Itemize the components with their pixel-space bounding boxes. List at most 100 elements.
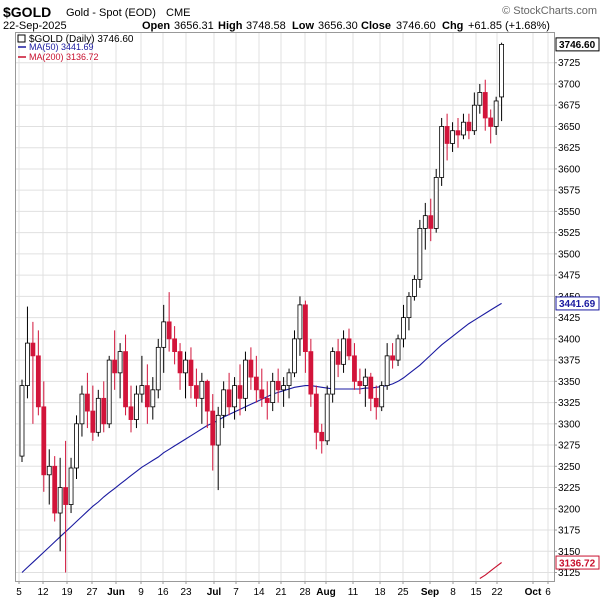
candle-body — [68, 467, 74, 505]
candle-down — [319, 423, 325, 454]
x-tick-label: 18 — [374, 587, 386, 598]
y-tick-label: 3675 — [558, 101, 581, 112]
candle-up — [95, 389, 101, 437]
candle-body — [177, 351, 183, 374]
candle-body — [204, 380, 210, 412]
x-tick-label: 22 — [491, 587, 503, 598]
candle-body — [199, 380, 205, 399]
candle-down — [259, 368, 265, 407]
candle-down — [346, 328, 352, 361]
x-tick-label: 5 — [16, 587, 22, 598]
candle-up — [139, 355, 145, 403]
high-value: 3748.58 — [246, 20, 286, 32]
x-tick-label: 9 — [138, 587, 144, 598]
candle-up — [439, 117, 445, 186]
legend: $GOLD (Daily) 3746.60 MA(50) 3441.69 MA(… — [17, 34, 134, 62]
candle-up — [477, 83, 483, 114]
candle-up — [270, 372, 276, 412]
x-tick-label: Aug — [316, 587, 335, 598]
candle-body — [101, 397, 107, 425]
candle-down — [313, 385, 319, 450]
candle-body — [150, 389, 156, 408]
y-tick-label: 3400 — [558, 334, 581, 345]
last-price-badge: 3746.60 — [555, 37, 600, 52]
candle-body — [308, 351, 314, 395]
y-tick-label: 3300 — [558, 419, 581, 430]
candle-body — [379, 385, 385, 408]
candle-body — [193, 385, 199, 399]
low-value: 3656.30 — [318, 20, 358, 32]
candlesticks — [19, 42, 505, 573]
candle-down — [101, 381, 107, 433]
ma200-badge-box — [555, 555, 600, 570]
candle-down — [352, 343, 357, 390]
candle-up — [292, 330, 297, 378]
exchange-label: CME — [166, 7, 190, 19]
candle-up — [330, 347, 336, 403]
candle-body — [172, 338, 178, 353]
candle-up — [79, 385, 85, 437]
y-tick-label: 3625 — [558, 143, 581, 154]
x-tick-label: 14 — [253, 587, 265, 598]
candle-body — [128, 406, 134, 420]
candle-body — [139, 385, 145, 395]
candle-down — [390, 343, 396, 369]
candle-body — [401, 317, 406, 340]
candle-down — [123, 334, 128, 416]
x-tick-label: 15 — [470, 587, 482, 598]
candle-body — [253, 376, 259, 391]
x-tick-label: 19 — [61, 587, 73, 598]
candle-body — [106, 359, 112, 425]
candle-body — [313, 393, 319, 433]
candle-body — [270, 380, 276, 403]
change-value: +61.85 (+1.68%) — [468, 20, 550, 32]
candle-up — [19, 379, 25, 463]
candle-body — [422, 215, 428, 229]
candle-up — [395, 334, 401, 367]
x-tick-label: 6 — [545, 587, 551, 598]
close-label: Close — [361, 20, 391, 32]
price-badges: 3746.60 3441.69 3136.72 — [555, 37, 600, 570]
x-tick-label: 16 — [157, 587, 169, 598]
candle-body — [411, 278, 417, 297]
y-tick-label: 3225 — [558, 483, 581, 494]
candle-down — [193, 368, 199, 407]
y-tick-label: 3650 — [558, 122, 581, 133]
candle-body — [471, 104, 477, 132]
candle-body — [144, 385, 150, 408]
candle-down — [357, 368, 363, 395]
last-price-badge-text: 3746.60 — [559, 40, 596, 51]
candle-down — [204, 379, 210, 429]
candle-up — [493, 96, 499, 135]
candle-body — [368, 376, 374, 399]
candle-body — [373, 397, 379, 408]
candle-body — [134, 393, 139, 420]
x-tick-label: 28 — [299, 587, 311, 598]
candle-down — [90, 385, 96, 441]
candle-up — [46, 449, 52, 505]
candle-body — [477, 92, 483, 106]
y-tick-label: 3275 — [558, 441, 581, 452]
y-tick-label: 3500 — [558, 249, 581, 260]
x-tick-label: Jun — [107, 587, 125, 598]
x-tick-label: Jul — [207, 587, 222, 598]
legend-ma50: MA(50) 3441.69 — [29, 42, 94, 52]
candle-body — [406, 295, 412, 319]
x-tick-label: 7 — [233, 587, 239, 598]
candle-up — [324, 385, 330, 446]
candle-down — [112, 330, 118, 390]
x-tick-label: 25 — [397, 587, 409, 598]
candle-body — [319, 431, 325, 442]
ma50-badge-box — [555, 296, 600, 311]
candle-body — [155, 346, 161, 391]
candle-up — [384, 343, 390, 390]
y-tick-label: 3250 — [558, 462, 581, 473]
candle-body — [341, 338, 346, 365]
candle-body — [79, 393, 85, 425]
watermark: © StockCharts.com — [502, 5, 597, 17]
candle-up — [411, 275, 417, 301]
candle-body — [161, 321, 167, 348]
x-tick-label: 27 — [86, 587, 98, 598]
close-value: 3746.60 — [396, 20, 436, 32]
candle-up — [417, 219, 423, 288]
